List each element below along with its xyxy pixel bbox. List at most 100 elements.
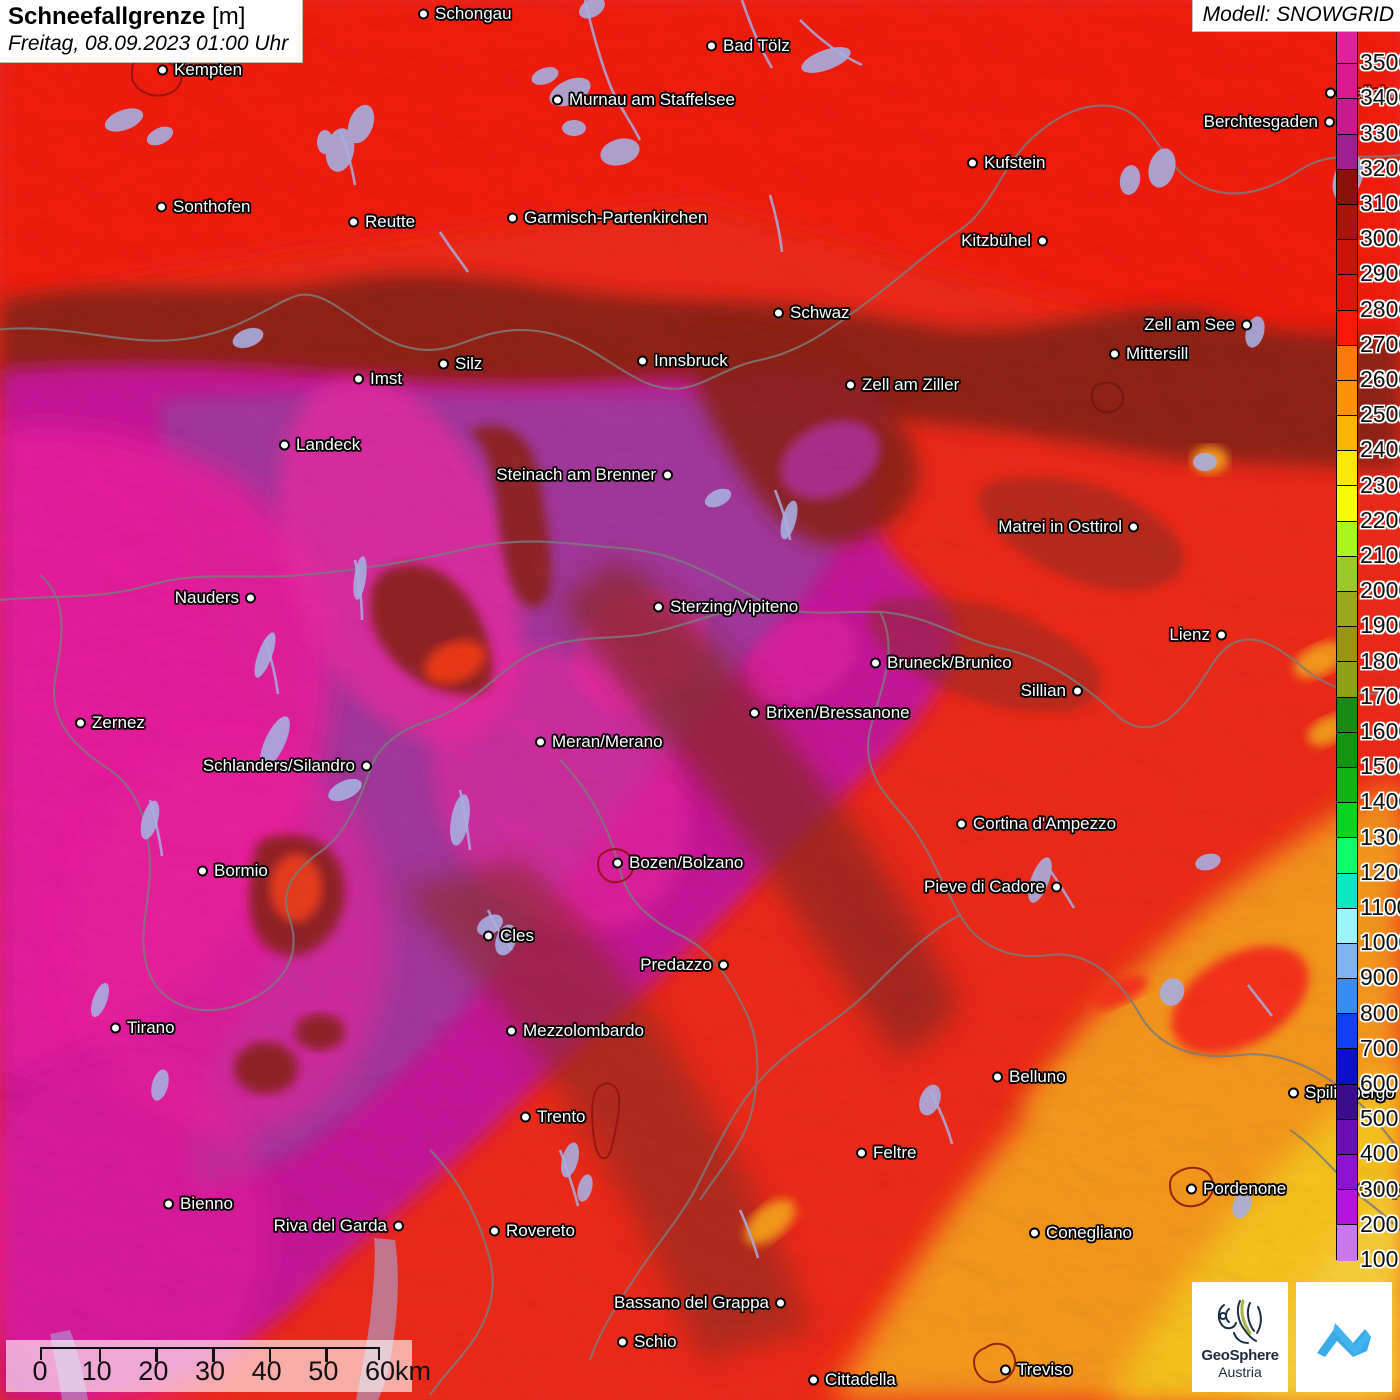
legend-label-2200: 2200 [1360,506,1400,533]
city-marker-dot-icon [110,1022,121,1034]
city-name: Landeck [296,435,361,454]
legend-swatch-3200 [1337,134,1357,170]
city-name: Schwaz [790,303,850,322]
city-label: Imst [353,367,753,391]
legend-swatch-2100 [1337,521,1357,557]
city-label: Zell am Ziller [845,373,1245,397]
city-name: Schongau [435,4,512,23]
city-marker-dot-icon [156,201,167,213]
legend-tick-labels: 3500 3400 3300 3200 3100 3000 2900 2800 2700 2600… [1360,28,1400,1272]
legend-swatch-2300 [1337,451,1357,487]
city-name: Kufstein [984,153,1046,172]
legend-swatch-200 [1337,1190,1357,1226]
scale-label: 0 [32,1356,48,1386]
scale-label: 20 [138,1356,169,1386]
city-name: Sonthofen [173,197,251,216]
city-marker-dot-icon [75,717,86,729]
city-name: Meran/Merano [552,732,663,751]
city-label: Mezzolombardo [506,1019,906,1043]
city-name: Cles [500,926,535,945]
city-marker-dot-icon [1216,629,1227,641]
city-marker-dot-icon [1241,319,1252,331]
legend-swatch-1700 [1337,662,1357,698]
scale-label: 30 [194,1356,226,1386]
legend-label-2000: 2000 [1360,577,1400,604]
geosphere-austria-logo: GeoSphere Austria [1192,1282,1288,1392]
legend-swatch-2400 [1337,416,1357,452]
legend-color-strip [1336,28,1358,1261]
city-name: Pieve di Cadore [924,877,1045,896]
city-marker-dot-icon [418,8,429,20]
city-label: Murnau am Staffelsee [552,88,952,112]
legend-label-200: 200 [1360,1210,1399,1237]
city-marker-dot-icon [1000,1364,1011,1376]
legend-label-1300: 1300 [1360,823,1400,850]
city-label: Trento [520,1105,920,1129]
legend-label-1900: 1900 [1360,612,1400,639]
legend-label-1500: 1500 [1360,753,1400,780]
scale-label: 50 [308,1356,339,1386]
city-marker-dot-icon [520,1111,531,1123]
legend-swatch-1400 [1337,767,1357,804]
page-title: Schneefallgrenze [m] [8,3,288,31]
city-label: Cortina d'Ampezzo [956,812,1356,836]
city-marker-dot-icon [1128,521,1139,533]
city-name: Zell am See [1144,315,1235,334]
scale-label: 10 [81,1356,112,1386]
city-name: Sterzing/Vipiteno [670,597,799,616]
city-label: Pieve di Cadore [662,875,1062,899]
city-marker-dot-icon [163,1198,174,1210]
city-label: Landeck [279,433,679,457]
legend-swatch-100 [1337,1225,1357,1261]
legend-label-2100: 2100 [1360,542,1400,568]
city-label: Cles [483,924,883,948]
city-name: Sillian [1020,681,1066,700]
legend-swatch-300 [1337,1155,1357,1191]
city-label: Bassano del Grappa [386,1291,786,1315]
legend-swatch-600 [1337,1049,1357,1085]
legend-label-1100: 1100 [1360,894,1400,920]
city-label: Bruneck/Brunico [870,651,1270,675]
city-name: Schio [634,1332,677,1351]
logo-row: GeoSphere Austria [1192,1282,1392,1392]
scale-label: 40 [251,1356,282,1386]
city-name: Bormio [214,861,268,880]
city-name: Predazzo [640,955,712,974]
city-name: Cortina d'Ampezzo [973,814,1117,833]
city-label: Berchtesgaden [935,110,1335,134]
city-name: Brixen/Bressanone [766,703,910,722]
title-unit: [m] [212,3,246,30]
city-marker-dot-icon [773,307,784,319]
legend-label-1400: 1400 [1360,788,1400,815]
legend-label-2400: 2400 [1360,436,1400,463]
city-marker-dot-icon [612,857,623,869]
city-marker-dot-icon [279,439,290,451]
model-label: Modell: SNOWGRID [1191,0,1400,32]
city-name: Pordenone [1203,1179,1287,1198]
city-label: Garmisch-Partenkirchen [507,206,907,230]
city-marker-dot-icon [749,707,760,719]
city-marker-dot-icon [197,865,208,877]
city-marker-dot-icon [1109,348,1120,360]
city-label: Schio [617,1330,1017,1354]
city-label: Schlanders/Silandro [0,754,372,778]
legend-label-3200: 3200 [1360,154,1400,181]
color-legend[interactable]: 3500 3400 3300 3200 3100 3000 2900 2800 2700 2600… [1328,28,1400,1272]
city-name: Rovereto [506,1221,575,1240]
city-name: Imst [370,369,403,388]
legend-swatch-2700 [1337,310,1357,346]
city-marker-dot-icon [662,469,673,481]
legend-label-3500: 3500 [1360,49,1400,76]
city-name: Matrei in Osttirol [998,517,1122,536]
city-label: Lienz [827,623,1227,647]
city-marker-dot-icon [775,1297,786,1309]
legend-label-1800: 1800 [1360,647,1400,674]
city-label: Brixen/Bressanone [749,701,1149,725]
city-marker-dot-icon [653,601,664,613]
city-name: Kempten [174,60,243,79]
legend-label-1700: 1700 [1360,682,1400,709]
city-label: Bienno [163,1192,563,1216]
legend-swatch-500 [1337,1084,1357,1120]
